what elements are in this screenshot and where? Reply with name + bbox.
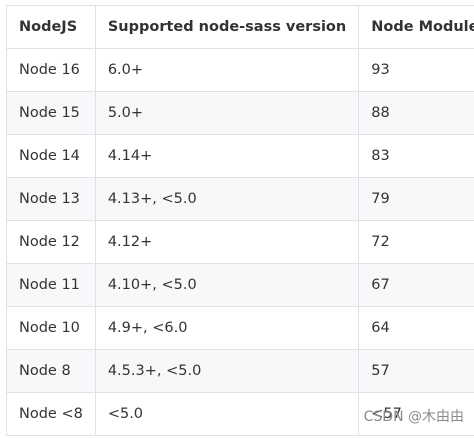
table-cell: 79 — [358, 177, 474, 221]
header-row: NodeJS Supported node-sass version Node Mo… — [6, 5, 474, 49]
table-row: Node <8 <5.0 <57 — [6, 392, 474, 436]
table-cell: 4.10+, <5.0 — [94, 263, 360, 307]
header-cell: Supported node-sass version — [94, 5, 360, 49]
table-cell: Node 11 — [6, 263, 96, 307]
table-cell: 57 — [358, 349, 474, 393]
table-body: Node 16 6.0+ 93 Node 15 5.0+ 88 Node 14 4.14+ 83… — [6, 48, 474, 436]
table-cell: 5.0+ — [94, 91, 360, 135]
table-row: Node 14 4.14+ 83 — [6, 134, 474, 178]
table-cell: 67 — [358, 263, 474, 307]
table-row: Node 12 4.12+ 72 — [6, 220, 474, 264]
table-row: Node 10 4.9+, <6.0 64 — [6, 306, 474, 350]
table-cell: Node 12 — [6, 220, 96, 264]
watermark: CSDN @木由由 — [363, 409, 464, 425]
table-cell: 88 — [358, 91, 474, 135]
table-cell: Node 14 — [6, 134, 96, 178]
table-cell: Node 15 — [6, 91, 96, 135]
table-cell: Node 13 — [6, 177, 96, 221]
table-cell: Node <8 — [6, 392, 96, 436]
table-cell: 93 — [358, 48, 474, 92]
table-cell: 4.12+ — [94, 220, 360, 264]
table-cell: 4.14+ — [94, 134, 360, 178]
table-cell: 64 — [358, 306, 474, 350]
table-cell: 4.9+, <6.0 — [94, 306, 360, 350]
table-cell: 83 — [358, 134, 474, 178]
table-row: Node 8 4.5.3+, <5.0 57 — [6, 349, 474, 393]
table-cell: <57 — [358, 392, 474, 436]
table-row: Node 11 4.10+, <5.0 67 — [6, 263, 474, 307]
header-cell: Node Module — [358, 5, 474, 49]
table-cell: <5.0 — [94, 392, 360, 436]
table-cell: 6.0+ — [94, 48, 360, 92]
table-cell: Node 10 — [6, 306, 96, 350]
table-row: Node 15 5.0+ 88 — [6, 91, 474, 135]
header-cell: NodeJS — [6, 5, 96, 49]
table-cell: Node 8 — [6, 349, 96, 393]
table-cell: 72 — [358, 220, 474, 264]
table-row: Node 13 4.13+, <5.0 79 — [6, 177, 474, 221]
table-cell: 4.5.3+, <5.0 — [94, 349, 360, 393]
table-cell: 4.13+, <5.0 — [94, 177, 360, 221]
table-cell: Node 16 — [6, 48, 96, 92]
table-row: Node 16 6.0+ 93 — [6, 48, 474, 92]
data-table: NodeJS Supported node-sass version Node Mo… — [6, 5, 474, 436]
